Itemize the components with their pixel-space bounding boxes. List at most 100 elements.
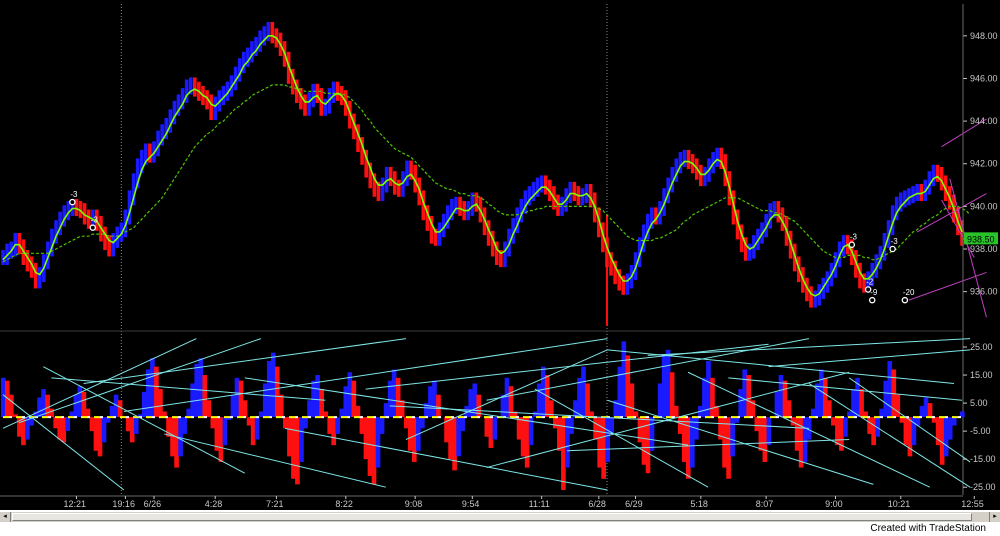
oscillator-bar bbox=[391, 369, 397, 418]
oscillator-bar bbox=[915, 417, 921, 426]
oscillator-bar bbox=[681, 417, 687, 462]
oscillator-bar bbox=[117, 400, 123, 418]
price-tick-label: 940.00 bbox=[970, 201, 998, 211]
slow-average-line bbox=[2, 84, 971, 263]
oscillator-bar bbox=[818, 369, 824, 418]
trendline-16 bbox=[647, 338, 971, 356]
slow-average-path bbox=[2, 84, 971, 263]
oscillator-bar bbox=[476, 394, 482, 418]
oscillator-bar bbox=[867, 417, 872, 434]
oscillator-bar bbox=[790, 417, 796, 426]
oscillator-bar bbox=[17, 417, 22, 437]
trade-marker-label: -9 bbox=[870, 288, 878, 297]
oscillator-bar bbox=[718, 417, 723, 440]
oscillator-bar bbox=[508, 386, 514, 418]
oscillator-bar bbox=[162, 411, 167, 418]
oscillator-bar bbox=[839, 417, 844, 451]
oscillator-bar bbox=[403, 417, 409, 429]
oscillator-bar bbox=[601, 417, 606, 479]
channel-line-0 bbox=[941, 118, 987, 148]
oscillator-bar bbox=[488, 417, 494, 448]
oscillator-bar bbox=[315, 375, 320, 418]
trade-marker-circle bbox=[864, 286, 872, 293]
oscillator-bar bbox=[859, 389, 864, 418]
oscillator-bar bbox=[460, 417, 465, 432]
oscillator-bar bbox=[109, 405, 115, 418]
oscillator-bar bbox=[411, 417, 417, 462]
trade-markers: -3 -3 -3 -3 -2-9 -20 bbox=[69, 190, 915, 304]
trade-marker-circle bbox=[848, 241, 856, 248]
oscillator-bar bbox=[331, 417, 337, 446]
oscillator-bar bbox=[798, 417, 804, 468]
oscillator-bar bbox=[113, 394, 119, 418]
oscillator-bar bbox=[778, 375, 784, 418]
price-tick-label: 942.00 bbox=[970, 159, 998, 169]
oscillator-bar bbox=[810, 408, 816, 418]
oscillator-bar bbox=[722, 417, 727, 468]
trade-marker-circle bbox=[889, 245, 896, 253]
oscillator-bar bbox=[262, 383, 268, 418]
oscillator-bar bbox=[806, 417, 812, 440]
oscillator-bar bbox=[540, 366, 546, 418]
oscillator-bar bbox=[875, 417, 880, 437]
oscillator-bar bbox=[951, 417, 957, 426]
oscillator-bar bbox=[379, 417, 385, 434]
oscillator-bar bbox=[194, 363, 200, 418]
oscillator-bar bbox=[484, 417, 490, 437]
fast-average-line bbox=[2, 35, 963, 297]
oscillator-bar bbox=[9, 394, 14, 418]
chart-area: -3 -3 -3 -3 -2 -9 -20 936.00 938.00 940.00 942.00… bbox=[0, 0, 1000, 510]
oscillator-bar bbox=[814, 383, 820, 418]
oscillator-bar bbox=[287, 417, 292, 457]
oscillator-bar bbox=[565, 417, 570, 468]
oscillator-bar bbox=[198, 358, 204, 418]
oscillator-bar bbox=[512, 411, 518, 418]
oscillator-bar bbox=[303, 417, 308, 429]
oscillator-bar bbox=[218, 417, 224, 462]
oscillator-bar bbox=[399, 400, 405, 418]
osc-tick-label: -25.00 bbox=[970, 482, 996, 492]
oscillator-bar bbox=[742, 369, 748, 418]
oscillator-bar bbox=[919, 405, 925, 418]
oscillator-bar bbox=[395, 377, 401, 418]
oscillator-bar bbox=[53, 417, 58, 429]
oscillator-bar bbox=[714, 405, 719, 418]
trendline-24 bbox=[389, 405, 809, 429]
scroll-right-arrow-icon[interactable]: ▸ bbox=[989, 512, 1000, 522]
oscillator-trendlines bbox=[2, 338, 971, 491]
oscillator-bar bbox=[5, 380, 10, 418]
oscillator-bar bbox=[822, 377, 828, 418]
trendline-21 bbox=[607, 399, 874, 485]
price-tick-label: 944.00 bbox=[970, 116, 998, 126]
oscillator-bar bbox=[166, 417, 171, 437]
oscillator-bar bbox=[142, 391, 147, 418]
oscillator-bar bbox=[85, 408, 91, 418]
oscillator-bar bbox=[307, 400, 312, 418]
oscillator-bar bbox=[359, 417, 365, 434]
scroll-left-arrow-icon[interactable]: ◂ bbox=[0, 512, 11, 522]
oscillator-bar bbox=[154, 366, 159, 418]
trendline-12 bbox=[486, 338, 809, 401]
horizontal-scrollbar[interactable]: ◂ ▸ bbox=[0, 511, 1000, 522]
time-tick-label: 9:54 bbox=[462, 499, 480, 509]
oscillator-bar bbox=[375, 417, 381, 468]
oscillator-bar bbox=[516, 417, 522, 440]
oscillator-bar bbox=[202, 375, 208, 418]
oscillator-bar bbox=[343, 386, 349, 418]
trendline-6 bbox=[164, 433, 386, 488]
scroll-thumb[interactable] bbox=[12, 513, 972, 521]
trendline-20 bbox=[808, 383, 971, 488]
oscillator-bar bbox=[93, 417, 99, 451]
oscillator-bar bbox=[230, 394, 236, 418]
oscillator-bar bbox=[150, 358, 155, 418]
oscillator-bar bbox=[206, 400, 212, 418]
oscillator-bar bbox=[569, 417, 574, 434]
trade-marker-label: -20 bbox=[903, 288, 915, 297]
trendline-22 bbox=[848, 377, 971, 463]
oscillator-bar bbox=[750, 400, 756, 418]
oscillator-bar bbox=[178, 417, 183, 457]
oscillator-bar bbox=[45, 394, 50, 418]
oscillator-bar bbox=[73, 394, 79, 418]
oscillator-bar bbox=[500, 394, 506, 418]
oscillator-bar bbox=[57, 417, 63, 440]
